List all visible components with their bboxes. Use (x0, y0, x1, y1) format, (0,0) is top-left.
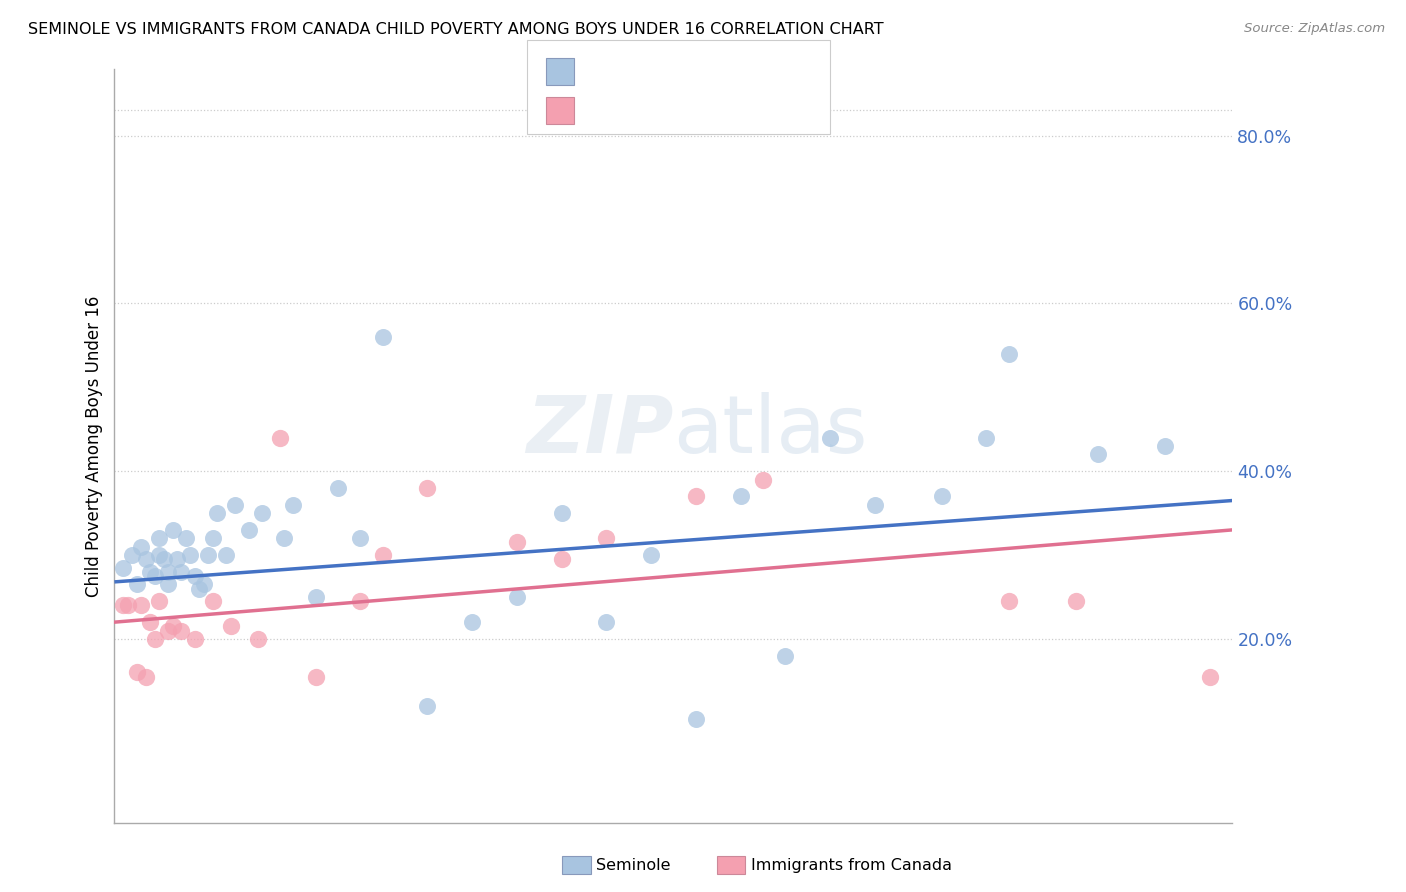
Point (305, 670, 328, 684)
Point (135, 552, 157, 566)
Text: R =: R = (582, 102, 620, 120)
Point (931, 489, 953, 503)
Point (998, 347, 1021, 361)
Point (219, 619, 242, 633)
Point (152, 552, 174, 566)
Point (157, 577, 180, 591)
Point (201, 594, 224, 608)
Point (143, 569, 166, 583)
Point (148, 531, 170, 545)
Point (595, 615, 617, 629)
Point (201, 531, 224, 545)
Point (162, 523, 184, 537)
Point (157, 565, 180, 579)
Point (269, 431, 291, 445)
Point (506, 535, 529, 549)
Point (461, 615, 484, 629)
Point (1087, 447, 1109, 461)
Point (238, 523, 260, 537)
Point (349, 531, 371, 545)
Point (250, 506, 273, 520)
Text: atlas: atlas (673, 392, 868, 470)
Point (998, 594, 1021, 608)
Point (752, 473, 775, 487)
Point (224, 498, 246, 512)
Point (506, 590, 529, 604)
Point (121, 548, 143, 562)
Point (371, 330, 394, 344)
Point (112, 599, 135, 613)
Y-axis label: Child Poverty Among Boys Under 16: Child Poverty Among Boys Under 16 (86, 295, 103, 597)
Point (162, 619, 184, 633)
Point (1199, 670, 1222, 684)
Text: Seminole: Seminole (596, 858, 671, 872)
Point (184, 632, 207, 646)
Point (818, 431, 841, 445)
Point (550, 552, 572, 566)
Point (207, 506, 229, 520)
Point (135, 670, 157, 684)
Point (685, 712, 707, 726)
Point (184, 569, 207, 583)
Point (125, 577, 148, 591)
Text: N =: N = (682, 62, 721, 80)
Point (157, 624, 180, 638)
Text: Source: ZipAtlas.com: Source: ZipAtlas.com (1244, 22, 1385, 36)
Text: ZIP: ZIP (526, 392, 673, 470)
Point (595, 531, 617, 545)
Point (193, 577, 215, 591)
Point (550, 506, 572, 520)
Text: 49: 49 (717, 62, 741, 80)
Point (139, 565, 162, 579)
Point (179, 548, 201, 562)
Point (730, 489, 752, 503)
Point (773, 648, 796, 663)
Point (112, 560, 135, 574)
Point (305, 590, 328, 604)
Point (1064, 594, 1087, 608)
Point (1154, 439, 1177, 453)
Point (416, 699, 439, 714)
Point (129, 540, 152, 554)
Point (170, 624, 193, 638)
Text: 0.230: 0.230 (619, 62, 673, 80)
Point (371, 548, 394, 562)
Point (283, 498, 305, 512)
Point (215, 548, 238, 562)
Point (640, 548, 662, 562)
Point (416, 481, 439, 495)
Point (174, 531, 197, 545)
Point (197, 548, 219, 562)
Text: Immigrants from Canada: Immigrants from Canada (751, 858, 952, 872)
Point (976, 431, 998, 445)
Text: SEMINOLE VS IMMIGRANTS FROM CANADA CHILD POVERTY AMONG BOYS UNDER 16 CORRELATION: SEMINOLE VS IMMIGRANTS FROM CANADA CHILD… (28, 22, 884, 37)
Point (139, 615, 162, 629)
Point (117, 599, 139, 613)
Text: 0.151: 0.151 (619, 102, 679, 120)
Text: N =: N = (682, 102, 721, 120)
Point (166, 552, 188, 566)
Point (273, 531, 295, 545)
Text: 28: 28 (717, 102, 741, 120)
Point (685, 489, 707, 503)
Point (143, 632, 166, 646)
Point (148, 548, 170, 562)
Point (326, 481, 349, 495)
Point (125, 665, 148, 680)
Point (129, 599, 152, 613)
Point (188, 582, 211, 596)
Point (1310, 112, 1333, 126)
Point (863, 498, 886, 512)
Point (148, 594, 170, 608)
Point (170, 565, 193, 579)
Text: R =: R = (582, 62, 620, 80)
Point (349, 594, 371, 608)
Point (246, 632, 269, 646)
